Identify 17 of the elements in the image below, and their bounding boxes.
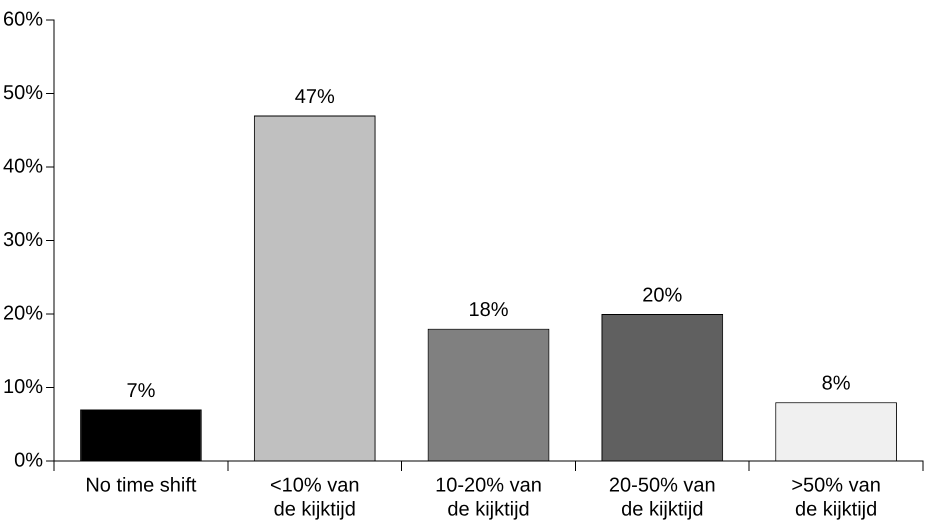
x-tick-label: >50% van de kijktijd bbox=[791, 474, 881, 521]
y-tick-label: 60% bbox=[3, 8, 44, 31]
y-tick-label: 30% bbox=[3, 229, 44, 252]
x-tick-label: 20-50% van de kijktijd bbox=[608, 474, 716, 521]
y-tick-label: 40% bbox=[3, 156, 44, 178]
y-tick-label: 10% bbox=[3, 376, 44, 398]
data-label: 18% bbox=[468, 299, 509, 322]
x-tick-label: <10% van de kijktijd bbox=[270, 474, 360, 521]
data-label: 20% bbox=[642, 284, 683, 307]
data-label: 7% bbox=[126, 380, 156, 402]
data-label: 8% bbox=[822, 372, 851, 395]
data-label: 47% bbox=[294, 86, 335, 108]
y-tick-label: 50% bbox=[3, 82, 44, 104]
x-tick-label: No time shift bbox=[85, 474, 197, 497]
y-tick-label: 20% bbox=[3, 302, 44, 325]
x-tick-label: 10-20% van de kijktijd bbox=[435, 474, 542, 521]
y-tick-label: 0% bbox=[14, 450, 44, 472]
